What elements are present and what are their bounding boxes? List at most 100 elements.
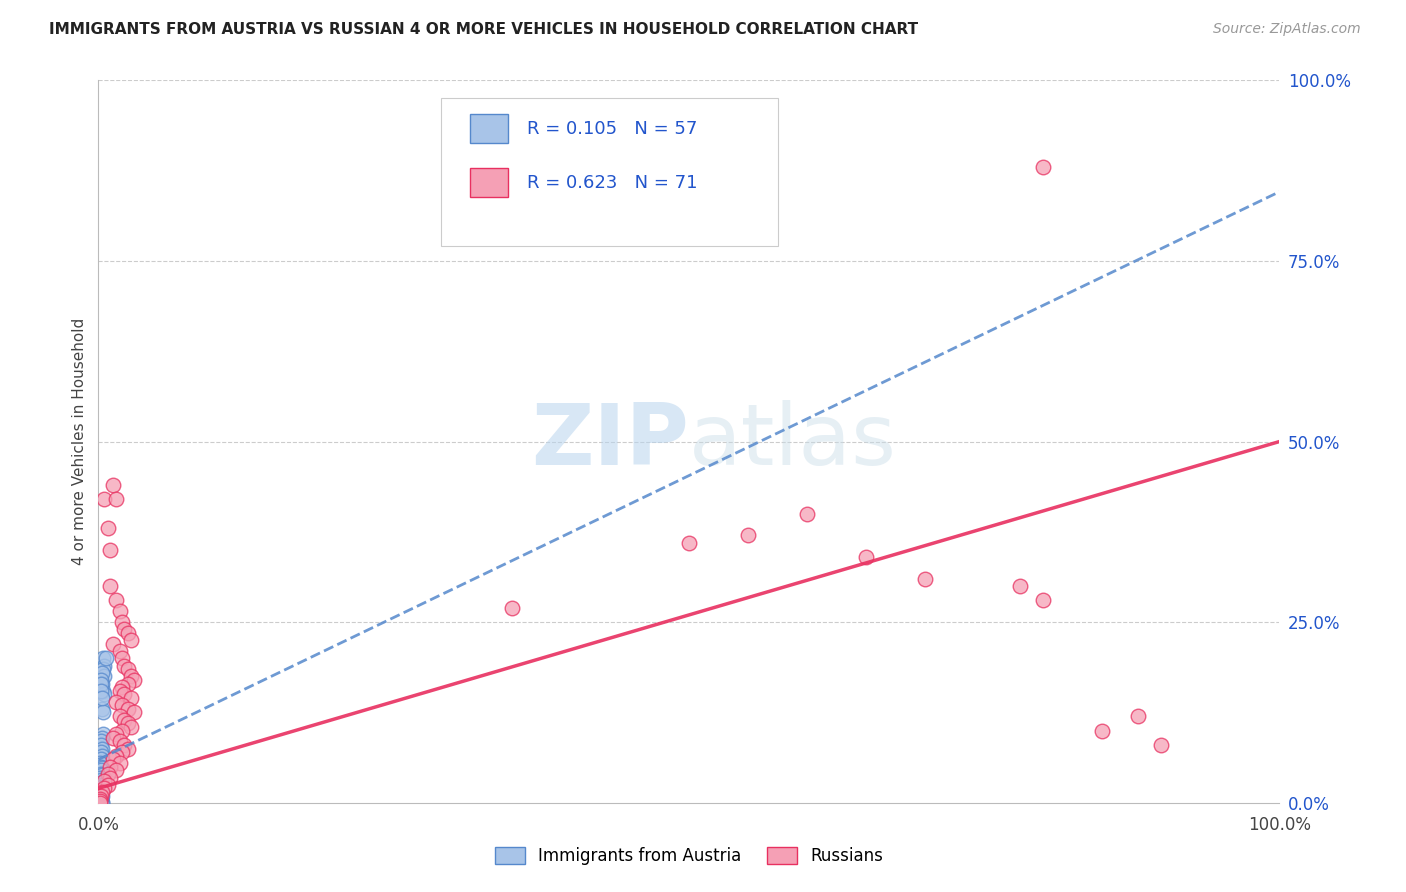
Point bbox=[90, 778, 112, 792]
Point bbox=[94, 651, 117, 665]
Point bbox=[89, 787, 111, 801]
Text: Source: ZipAtlas.com: Source: ZipAtlas.com bbox=[1213, 22, 1361, 37]
Point bbox=[121, 720, 143, 734]
Point bbox=[89, 756, 111, 770]
Point bbox=[90, 760, 112, 774]
Point bbox=[89, 794, 111, 808]
Text: IMMIGRANTS FROM AUSTRIA VS RUSSIAN 4 OR MORE VEHICLES IN HOUSEHOLD CORRELATION C: IMMIGRANTS FROM AUSTRIA VS RUSSIAN 4 OR … bbox=[49, 22, 918, 37]
Point bbox=[97, 767, 120, 781]
Point bbox=[91, 651, 114, 665]
Text: ZIP: ZIP bbox=[531, 400, 689, 483]
Point bbox=[90, 790, 112, 805]
Point bbox=[89, 780, 111, 794]
Point bbox=[91, 795, 114, 809]
Point bbox=[89, 794, 111, 808]
Point bbox=[101, 731, 124, 745]
Point bbox=[90, 683, 112, 698]
Point bbox=[89, 785, 111, 799]
Point bbox=[111, 651, 134, 665]
Point bbox=[89, 793, 111, 807]
Point bbox=[93, 658, 115, 673]
Point bbox=[91, 796, 114, 810]
Point bbox=[89, 791, 111, 805]
Point bbox=[105, 492, 128, 507]
Text: R = 0.623   N = 71: R = 0.623 N = 71 bbox=[527, 174, 697, 192]
Point bbox=[796, 507, 818, 521]
Point bbox=[90, 792, 112, 806]
Point bbox=[1032, 593, 1054, 607]
Point bbox=[93, 687, 115, 701]
Point bbox=[91, 761, 114, 775]
Point bbox=[1091, 723, 1114, 738]
Point bbox=[101, 478, 124, 492]
Point bbox=[105, 695, 128, 709]
Point bbox=[89, 781, 111, 796]
Point bbox=[501, 600, 523, 615]
Point bbox=[89, 792, 111, 806]
Point bbox=[90, 794, 112, 808]
Point bbox=[105, 727, 128, 741]
Text: atlas: atlas bbox=[689, 400, 897, 483]
Point bbox=[117, 662, 139, 676]
Point bbox=[117, 741, 139, 756]
Point bbox=[90, 795, 112, 809]
Point bbox=[108, 756, 131, 770]
Point bbox=[111, 745, 134, 759]
Point bbox=[90, 738, 112, 752]
Point bbox=[105, 593, 128, 607]
Point bbox=[855, 550, 877, 565]
Point bbox=[90, 764, 112, 778]
Point bbox=[91, 662, 114, 676]
Point bbox=[111, 615, 134, 630]
Point bbox=[112, 687, 135, 701]
Point bbox=[97, 521, 120, 535]
Point bbox=[108, 644, 131, 658]
Point bbox=[91, 768, 114, 782]
Point bbox=[89, 790, 111, 805]
Point bbox=[1126, 709, 1149, 723]
Point bbox=[91, 741, 114, 756]
Point bbox=[93, 781, 115, 796]
Point bbox=[93, 669, 115, 683]
Point bbox=[90, 789, 112, 803]
Point bbox=[121, 691, 143, 706]
Point bbox=[90, 782, 112, 797]
Point bbox=[121, 669, 143, 683]
FancyBboxPatch shape bbox=[471, 114, 508, 143]
Point bbox=[111, 680, 134, 694]
Point bbox=[111, 723, 134, 738]
Y-axis label: 4 or more Vehicles in Household: 4 or more Vehicles in Household bbox=[72, 318, 87, 566]
Point bbox=[90, 772, 112, 787]
FancyBboxPatch shape bbox=[441, 98, 778, 246]
Point bbox=[91, 665, 114, 680]
Point bbox=[93, 492, 115, 507]
Point bbox=[1008, 579, 1031, 593]
Point bbox=[117, 626, 139, 640]
Point bbox=[914, 572, 936, 586]
Point bbox=[89, 786, 111, 800]
Point bbox=[121, 633, 143, 648]
Point bbox=[90, 673, 112, 687]
Point bbox=[108, 734, 131, 748]
Point bbox=[105, 764, 128, 778]
Point bbox=[117, 676, 139, 690]
Point bbox=[112, 738, 135, 752]
Point bbox=[89, 796, 111, 810]
Point bbox=[678, 535, 700, 549]
Point bbox=[98, 542, 121, 557]
Point bbox=[90, 745, 112, 759]
Point bbox=[89, 775, 111, 789]
Point bbox=[91, 789, 114, 803]
Point bbox=[108, 604, 131, 618]
Point bbox=[91, 683, 114, 698]
Point bbox=[91, 702, 114, 716]
Point bbox=[89, 796, 111, 810]
Point bbox=[108, 683, 131, 698]
Point bbox=[89, 771, 111, 785]
Point bbox=[98, 579, 121, 593]
Point bbox=[1150, 738, 1173, 752]
Point bbox=[105, 748, 128, 763]
Point bbox=[97, 778, 120, 792]
Point bbox=[93, 774, 115, 789]
Point bbox=[122, 706, 145, 720]
